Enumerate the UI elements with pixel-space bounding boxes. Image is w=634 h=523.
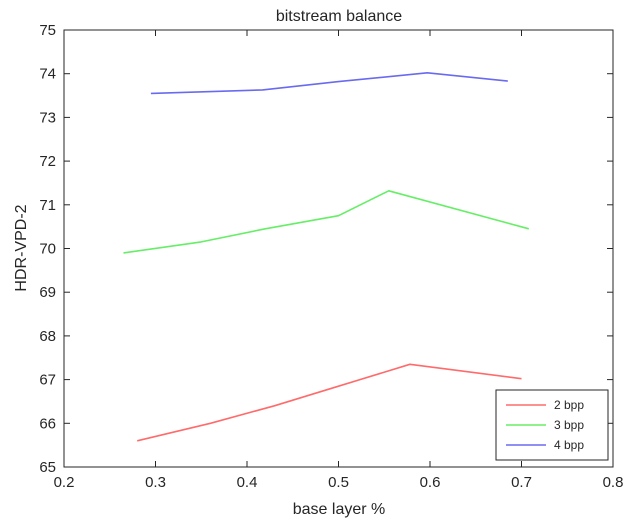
y-axis-label: HDR-VPD-2 bbox=[13, 204, 30, 291]
chart-title: bitstream balance bbox=[276, 8, 402, 25]
x-tick-label: 0.2 bbox=[54, 474, 75, 491]
y-tick-label: 75 bbox=[39, 22, 56, 39]
y-tick-label: 67 bbox=[39, 372, 56, 389]
x-tick-label: 0.6 bbox=[420, 474, 441, 491]
y-axis-ticks: 65 66 67 68 69 70 71 72 73 74 75 bbox=[39, 22, 613, 476]
x-axis-ticks: 0.2 0.3 0.4 0.5 0.6 0.7 0.8 bbox=[54, 30, 624, 491]
series-line-4-bpp bbox=[150, 72, 508, 95]
x-tick-label: 0.4 bbox=[237, 474, 258, 491]
y-tick-label: 74 bbox=[39, 66, 56, 83]
x-tick-label: 0.8 bbox=[603, 474, 624, 491]
y-tick-label: 71 bbox=[39, 197, 56, 214]
legend: 2 bpp 3 bpp 4 bpp bbox=[495, 389, 609, 461]
y-tick-label: 72 bbox=[39, 153, 56, 170]
x-axis-label: base layer % bbox=[293, 501, 386, 518]
y-tick-label: 69 bbox=[39, 284, 56, 301]
x-tick-label: 0.7 bbox=[511, 474, 532, 491]
x-tick-label: 0.3 bbox=[145, 474, 166, 491]
x-tick-label: 0.5 bbox=[328, 474, 349, 491]
series-line-2-bpp bbox=[137, 363, 522, 442]
series-line-3-bpp bbox=[123, 190, 530, 254]
y-tick-label: 66 bbox=[39, 415, 56, 432]
series-layer bbox=[123, 72, 530, 442]
y-tick-label: 70 bbox=[39, 241, 56, 258]
y-tick-label: 73 bbox=[39, 109, 56, 126]
legend-label: 4 bpp bbox=[554, 438, 584, 452]
legend-label: 3 bpp bbox=[554, 418, 584, 432]
y-tick-label: 65 bbox=[39, 459, 56, 476]
legend-label: 2 bpp bbox=[554, 398, 584, 412]
y-tick-label: 68 bbox=[39, 328, 56, 345]
